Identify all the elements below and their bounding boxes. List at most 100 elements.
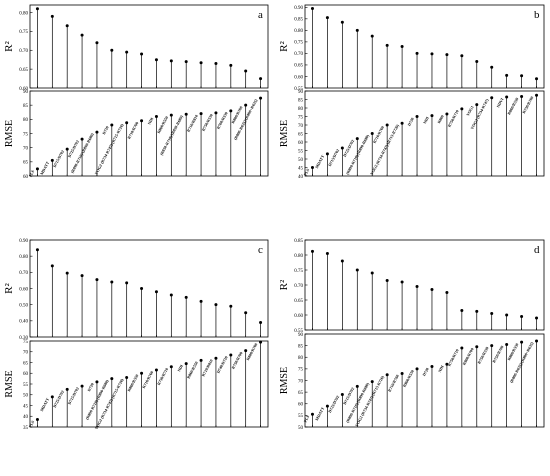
category-label: D720: [86, 382, 95, 392]
r2-data-point: [184, 60, 188, 64]
r2-data-point: [460, 309, 464, 312]
r2-data-point: [199, 299, 203, 303]
rmse-data-point: [259, 340, 263, 344]
r2-ytick-label: 0.80: [294, 254, 303, 259]
rmse-ytick-label: 85: [298, 98, 304, 103]
rmse-ytick-label: 45: [23, 404, 29, 409]
chart-panel-d: 0.55 0.60 0.65 0.70 0.75 0.80 0.85 R² 50 55 60 65 70…: [278, 239, 545, 431]
rmse-data-point: [445, 112, 449, 116]
rmse-data-point: [125, 121, 129, 125]
r2-axes-frame: [304, 239, 545, 331]
category-label: VOG2 (R734-R747): [469, 97, 490, 130]
rmse-ytick-label: 70: [298, 379, 304, 384]
rmse-ytick-label: 75: [298, 115, 304, 120]
category-label: NDVI: [495, 97, 504, 109]
r2-data-point: [199, 61, 203, 65]
category-label: VOG2 (R734-R747)/(R715-R726): [94, 122, 125, 175]
rmse-ytick-label: 60: [23, 372, 29, 377]
rmse-ytick-label: 65: [23, 361, 29, 366]
category-label: R860: [436, 114, 445, 124]
r2-data-point: [310, 249, 314, 253]
rmse-data-point: [229, 353, 233, 357]
rmse-data-point: [65, 387, 69, 391]
rmse-data-point: [475, 103, 479, 107]
rmse-data-point: [310, 412, 314, 416]
category-label: R710/R810: [186, 114, 199, 133]
rmse-ytick-label: 45: [298, 166, 304, 171]
r2-data-point: [110, 48, 114, 52]
rmse-data-point: [490, 344, 494, 348]
r2-data-point: [490, 312, 494, 315]
category-label: R750/R710: [446, 109, 459, 128]
r2-ytick-label: 0.60: [294, 314, 303, 319]
rmse-data-point: [110, 123, 114, 127]
r2-data-point: [475, 59, 479, 63]
r2-ytick-label: 0.40: [19, 320, 28, 325]
r2-data-point: [520, 315, 524, 318]
rmse-axis-label: RMSE: [4, 370, 15, 397]
r2-subplot: 0.55 0.60 0.65 0.70 0.75 0.80 0.85 0.90 R²: [278, 4, 545, 92]
category-label: R750/R700: [521, 95, 534, 114]
r2-ytick-label: 0.30: [19, 336, 28, 341]
rmse-ytick-label: 55: [298, 414, 304, 419]
r2-data-point: [95, 41, 99, 45]
rmse-data-point: [35, 167, 39, 171]
r2-data-point: [140, 52, 144, 56]
category-label: R750/R550: [476, 346, 489, 365]
r2-data-point: [445, 291, 449, 294]
rmse-data-point: [199, 112, 203, 116]
r2-data-point: [430, 52, 434, 56]
category-label: R800/R700: [461, 347, 474, 366]
category-label: D725/D702: [342, 139, 355, 158]
category-label: MDATT: [314, 406, 325, 422]
r2-data-point: [50, 264, 54, 268]
r2-data-point: [400, 45, 404, 48]
rmse-data-point: [520, 94, 524, 98]
category-label: R860/R550: [156, 115, 169, 134]
rmse-ytick-label: 75: [298, 368, 304, 373]
r2-ytick-label: 0.75: [19, 30, 28, 35]
r2-data-point: [520, 74, 524, 78]
category-label: D720: [406, 117, 415, 127]
r2-subplot: 0.60 0.65 0.70 0.75 0.80 R²: [3, 4, 269, 92]
category-label: MDATT: [314, 154, 325, 170]
rmse-ytick-label: 55: [298, 149, 304, 154]
r2-data-point: [154, 58, 158, 62]
rmse-data-point: [505, 342, 509, 346]
rmse-ytick-label: 70: [23, 351, 29, 356]
r2-data-point: [400, 280, 404, 284]
r2-ytick-label: 0.80: [294, 29, 303, 34]
r2-data-point: [169, 59, 173, 63]
rmse-ytick-label: 85: [23, 104, 29, 109]
r2-data-point: [35, 7, 39, 11]
rmse-axes-frame: [29, 340, 269, 428]
r2-ytick-label: 0.50: [19, 303, 28, 308]
rmse-data-point: [199, 358, 203, 362]
rmse-data-point: [95, 130, 99, 134]
panel-label: d: [534, 244, 540, 256]
r2-ytick-label: 0.85: [294, 18, 303, 23]
category-label: R750/R710: [446, 348, 459, 367]
r2-data-point: [325, 16, 329, 20]
category-label: R750/R550: [201, 113, 214, 132]
r2-data-point: [355, 28, 359, 32]
r2-data-point: [325, 252, 329, 255]
r2-ytick-label: 0.70: [294, 284, 303, 289]
rmse-data-point: [415, 115, 419, 118]
rmse-data-point: [169, 113, 173, 117]
r2-data-point: [154, 290, 158, 294]
r2-data-point: [490, 65, 494, 69]
rmse-data-point: [460, 107, 464, 111]
category-label: NDI: [437, 364, 445, 373]
rmse-data-point: [445, 362, 449, 366]
rmse-ytick-label: 90: [23, 90, 29, 95]
rmse-data-point: [80, 384, 84, 388]
rmse-ytick-label: 80: [23, 118, 29, 123]
panel-label: a: [258, 9, 263, 21]
rmse-ytick-label: 85: [298, 344, 304, 349]
rmse-ytick-label: 90: [298, 90, 304, 95]
rmse-subplot: 40 45 50 55 60 65 70 75 80 85 90 RMSE: [279, 90, 545, 180]
category-label: R860/R550: [506, 97, 519, 116]
r2-data-point: [430, 288, 434, 291]
r2-data-point: [259, 320, 263, 324]
